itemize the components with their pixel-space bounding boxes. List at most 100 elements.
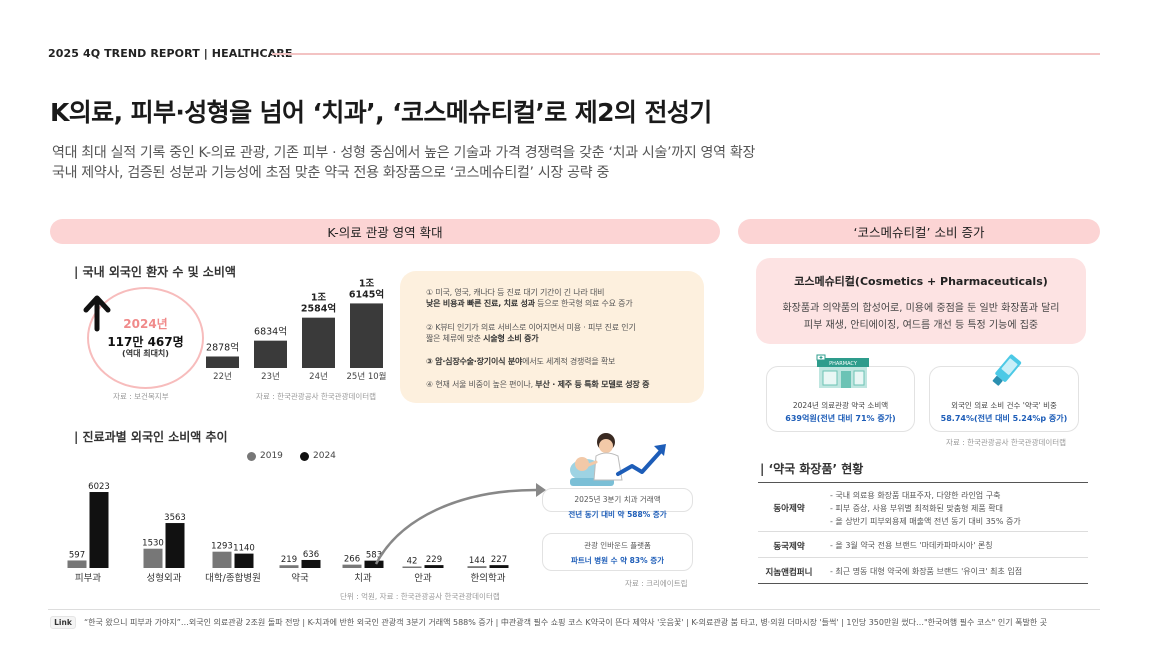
bar-2019 <box>402 566 422 568</box>
stats-source: 자료 : 한국관광공사 한국관광데이터랩 <box>946 438 1067 447</box>
dentist-illustration-icon <box>570 433 666 486</box>
dental-stat-card <box>542 488 693 512</box>
platform-stat-value: 파트너 병원 수 약 83% 증가 <box>570 556 665 565</box>
note-line-6-emphasis: 부산 · 제주 등 특화 모델로 성장 중 <box>535 380 650 389</box>
note-line-1: ① 미국, 영국, 캐나다 등 진료 대기 기간이 긴 나라 대비 <box>426 288 605 297</box>
cosmeceutical-desc-1: 화장품과 의약품의 합성어로, 미용에 중점을 둔 일반 화장품과 달리 <box>782 303 1060 314</box>
patients-source: 자료 : 보건복지부 <box>113 392 169 401</box>
x-tick-label: 25년 10월 <box>347 371 387 382</box>
bar <box>254 340 287 368</box>
bar-2019 <box>342 564 362 568</box>
spending-source: 자료 : 한국관광공사 한국관광데이터랩 <box>256 392 377 401</box>
pharmacy-spend-label: 2024년 의료관광 약국 소비액 <box>792 401 889 410</box>
platform-stat-label: 관광 인바운드 플랫폼 <box>584 541 651 550</box>
note-line-6-text: ④ 현재 서울 비중이 높은 편이나, <box>426 380 536 389</box>
note-line-4: 짧은 체류에 맞춘 시술형 소비 증가 <box>426 333 539 344</box>
pharmacy-spend-value: 639억원(전년 대비 71% 증가) <box>785 414 896 423</box>
note-line-5: ③ 암·심장수술·장기이식 분야에서도 세계적 경쟁력을 확보 <box>426 356 615 367</box>
bar-2024 <box>364 560 384 568</box>
bar-value-label: 229 <box>426 555 442 565</box>
note-line-2-emphasis: 낮은 비용과 빠른 진료, 치료 성과 <box>426 299 535 308</box>
company-name: 지놈앤컴퍼니 <box>765 568 813 578</box>
bar-value-label: 583 <box>366 551 382 561</box>
bar-value-label: 6145억 <box>349 288 384 300</box>
section-pill-medical-tourism: K-의료 관광 영역 확대 <box>50 219 720 244</box>
department-bar-chart: 597 6023 피부과 1530 3563 성형외과 1293 1140 대학/종합병원 219… <box>67 482 509 584</box>
note-line-6: ④ 현재 서울 비중이 높은 편이나, 부산 · 제주 등 특화 모델로 성장 … <box>426 379 650 390</box>
patient-year: 2024년 <box>123 317 168 331</box>
bar-2019 <box>467 566 487 568</box>
dental-stat-label: 2025년 3분기 치과 거래액 <box>574 495 661 504</box>
bar-2019 <box>279 565 299 568</box>
legend-swatch-2019 <box>247 452 256 461</box>
x-tick-label: 치과 <box>354 572 372 584</box>
company-name: 동국제약 <box>773 542 805 552</box>
bar-2019 <box>67 560 87 568</box>
x-tick-label: 안과 <box>414 573 432 584</box>
patient-note: (역대 최대치) <box>122 349 169 358</box>
bar-value-label: 1조 <box>359 278 375 289</box>
x-tick-label: 22년 <box>213 371 232 382</box>
bar-2024 <box>234 553 254 568</box>
x-tick-label: 피부과 <box>75 573 101 584</box>
note-line-3: ② K뷰티 인기가 의료 서비스로 이어지면서 미용 · 피부 진료 인기 <box>426 323 636 332</box>
note-line-2-text: 등으로 한국형 의료 수요 증가 <box>534 299 633 308</box>
bar-value-label: 2584억 <box>301 303 336 315</box>
note-line-5-emphasis: ③ 암·심장수술·장기이식 분야 <box>426 357 523 366</box>
bar-value-label: 3563 <box>164 513 186 523</box>
dept-section-label: | 진료과별 외국인 소비액 추이 <box>74 430 228 444</box>
bar-value-label: 227 <box>491 555 507 565</box>
bar-2024 <box>301 559 321 568</box>
dept-source: 단위 : 억원, 자료 : 한국관광공사 한국관광데이터랩 <box>340 592 500 601</box>
x-tick-label: 대학/종합병원 <box>205 573 261 584</box>
pharmacy-cosmetics-label: | ‘약국 화장품’ 현황 <box>760 462 864 476</box>
x-tick-label: 23년 <box>261 371 280 382</box>
pharmacy-icon: PHARMACY <box>816 354 869 388</box>
company-desc-line: - 올 상반기 피부외용제 매출액 전년 동기 대비 35% 증가 <box>830 517 1021 526</box>
x-tick-label: 24년 <box>309 371 328 382</box>
section-pill-cosmeceutical: ‘코스메슈티컬’ 소비 증가 <box>738 219 1100 244</box>
bar-value-label: 1조 <box>311 293 327 304</box>
bar <box>302 317 335 368</box>
curved-arrow-icon <box>374 483 546 565</box>
cosmeceutical-desc-2: 피부 재생, 안티에이징, 여드름 개선 등 특정 기능에 집중 <box>803 320 1039 331</box>
bar-value-label: 636 <box>303 550 319 560</box>
bar-value-label: 2878억 <box>206 341 239 353</box>
company-desc-line: - 피부 증상, 사용 부위별 최적화된 맞춤형 제품 확대 <box>830 504 1003 513</box>
bar-value-label: 42 <box>407 557 418 567</box>
x-tick-label: 성형외과 <box>147 572 182 584</box>
company-desc-line: - 올 3월 약국 전용 브랜드 '마데카파마시아' 론칭 <box>830 541 993 550</box>
bar-value-label: 266 <box>344 555 360 565</box>
cream-tube-icon <box>992 354 1022 386</box>
company-desc-line: - 최근 명동 대형 약국에 화장품 브랜드 '유이크' 최초 입점 <box>830 567 1023 576</box>
bar <box>350 303 383 368</box>
table-top-border <box>758 482 1088 483</box>
bar-value-label: 1140 <box>233 544 255 554</box>
company-name: 동아제약 <box>773 504 805 514</box>
table-row-divider <box>758 531 1088 532</box>
bar-2024 <box>424 565 444 568</box>
cosmeceutical-box <box>756 258 1086 344</box>
pharmacy-sign: PHARMACY <box>829 361 858 367</box>
footer-related-links[interactable]: “한국 왔으니 피부과 가야지”…외국인 의료관광 2조원 돌파 전망 | K-… <box>84 618 1048 627</box>
footer-divider <box>48 609 1100 610</box>
bar-2024 <box>165 523 185 568</box>
table-row-divider <box>758 557 1088 558</box>
bar-value-label: 219 <box>281 555 297 565</box>
note-line-4-emphasis: 시술형 소비 증가 <box>483 334 539 343</box>
note-line-4-text: 짧은 체류에 맞춘 <box>426 334 484 343</box>
note-line-2: 낮은 비용과 빠른 진료, 치료 성과 등으로 한국형 의료 수요 증가 <box>426 298 633 309</box>
link-label: Link <box>54 618 72 627</box>
x-tick-label: 한의학과 <box>471 573 506 584</box>
report-tag: 2025 4Q TREND REPORT | HEALTHCARE <box>48 47 293 60</box>
link-badge[interactable]: Link <box>50 616 76 629</box>
page-title: K의료, 피부·성형을 넘어 ‘치과’, ‘코스메슈티컬’로 제2의 전성기 <box>50 98 712 127</box>
patients-section-label: | 국내 외국인 환자 수 및 소비액 <box>74 265 236 279</box>
cosmeceutical-title: 코스메슈티컬(Cosmetics + Pharmaceuticals) <box>794 275 1048 288</box>
bar <box>206 356 239 368</box>
notes-box <box>400 271 704 403</box>
bar-2024 <box>489 565 509 568</box>
bar-2019 <box>212 551 232 568</box>
dental-source: 자료 : 크리에이트립 <box>625 579 688 588</box>
